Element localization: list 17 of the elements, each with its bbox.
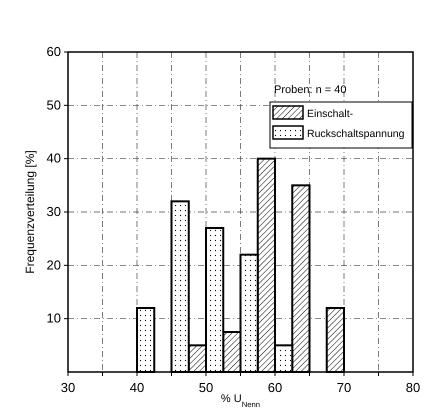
y-tick-label: 50 [46,97,61,112]
y-axis-title: Frequenzverteilung [%] [23,150,37,274]
x-tick-label: 30 [60,380,76,395]
legend-label: Ruckschaltspannung [307,128,405,140]
x-tick-label: 60 [268,380,282,395]
annotation: Proben: n = 40 [274,84,346,96]
x-tick-label: 40 [130,380,144,395]
x-axis-title: % U$_{Nenn}$ [220,393,260,408]
y-tick-label: 60 [46,44,61,59]
legend-label: Einschalt- [307,108,354,120]
y-tick-label: 30 [46,204,61,219]
y-tick-label: 10 [46,310,61,326]
y-tick-label: 40 [46,150,61,166]
x-tick-label: 80 [406,380,420,395]
y-tick-label: 20 [46,257,61,272]
x-tick-label: 50 [198,380,214,395]
x-tick-label: 70 [336,380,352,395]
